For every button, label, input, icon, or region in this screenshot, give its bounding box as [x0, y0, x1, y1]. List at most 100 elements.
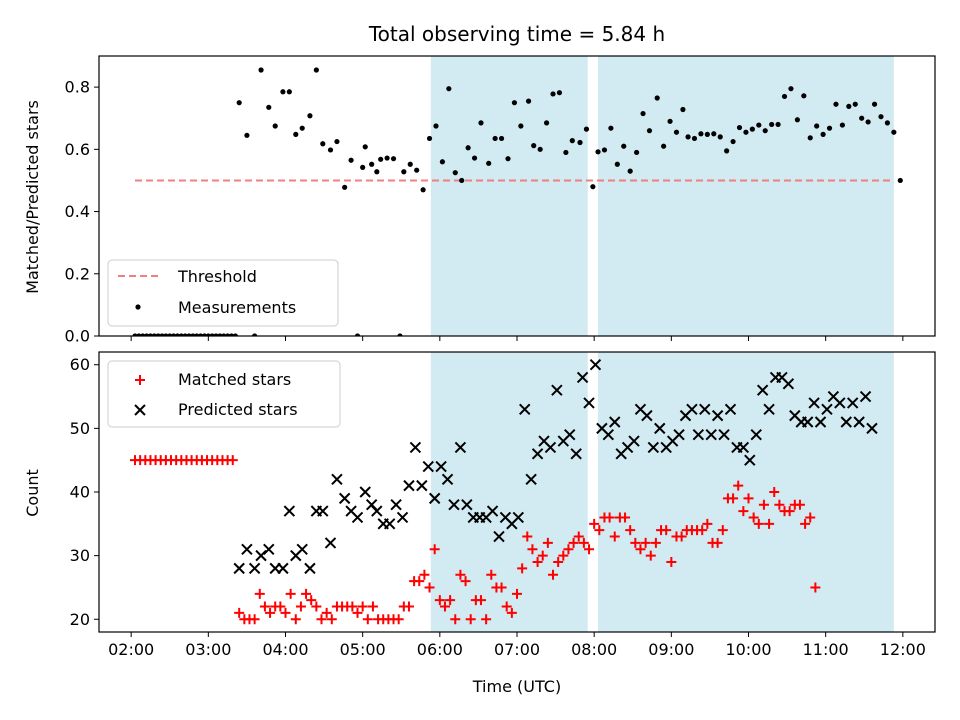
bottom-series-1-point-34	[461, 499, 473, 511]
bottom-series-1-point-95	[853, 416, 865, 428]
top-series-0-point-44	[354, 333, 361, 336]
top-series-0-point-108	[756, 122, 762, 128]
top-series-0-point-21	[213, 333, 219, 336]
bottom-series-0-point-24	[254, 588, 265, 599]
bottom-series-0-point-76	[522, 531, 533, 542]
bottom-series-1-point-87	[801, 416, 814, 428]
bottom-series-1-point-89	[814, 416, 827, 428]
legend-matched-label: Matched stars	[178, 370, 291, 389]
bottom-series-0-point-87	[578, 537, 589, 548]
top-series-0-point-28	[244, 132, 250, 138]
top-series-0-point-67	[492, 135, 498, 142]
bottom-series-0-point-28	[275, 601, 286, 612]
bottom-legend-box	[107, 360, 341, 428]
top-ytick-label-4: 0.8	[65, 78, 90, 97]
bottom-series-0-point-26	[265, 607, 276, 618]
top-series-0-point-61	[452, 170, 458, 176]
bottom-series-0-point-46	[367, 601, 378, 612]
bottom-series-1-point-70	[692, 429, 705, 441]
top-series-0-point-7	[159, 333, 165, 336]
bottom-series-0-point-64	[460, 576, 471, 587]
bottom-series-0-point-113	[712, 537, 723, 548]
top-series-0-point-9	[167, 333, 173, 336]
top-series-0-point-23	[221, 333, 227, 336]
bottom-series-0-point-34	[306, 595, 317, 606]
bottom-series-0	[130, 455, 821, 625]
bottom-series-1-point-94	[846, 397, 859, 409]
bottom-xtick-label-4: 06:00	[417, 640, 463, 659]
top-series-0-point-82	[590, 184, 596, 190]
top-series-0-point-25	[228, 333, 235, 336]
top-series-0-point-116	[807, 135, 813, 141]
top-series-0-point-37	[307, 113, 313, 119]
top-series-0-point-127	[878, 114, 884, 120]
bottom-series-1-point-63	[647, 441, 660, 454]
bottom-shaded-interval-0	[430, 352, 588, 632]
bottom-series-0-point-127	[784, 506, 795, 517]
bottom-series-0-point-123	[764, 518, 775, 529]
top-series-0-point-55	[414, 167, 420, 173]
top-series-0-point-100	[704, 131, 710, 137]
bottom-series-0-point-120	[748, 512, 759, 523]
bottom-xtick-label-1: 03:00	[185, 640, 231, 659]
bottom-series-1-point-4	[263, 543, 275, 555]
bottom-series-1-point-30	[435, 460, 447, 473]
top-series-0-point-17	[198, 333, 204, 336]
top-series-0-point-50	[384, 155, 390, 161]
top-series-0-point-0	[132, 333, 138, 336]
top-series-0-point-86	[614, 161, 620, 167]
top-series-0-point-40	[327, 147, 334, 153]
top-series-0-point-121	[839, 122, 845, 128]
bottom-series-1-point-45	[531, 448, 544, 460]
top-series-0-point-3	[143, 333, 150, 336]
bottom-series-0-point-106	[676, 531, 687, 542]
bottom-series-0-point-104	[666, 557, 677, 567]
chart-title: Total observing time = 5.84 h	[368, 22, 665, 46]
top-ytick-label-3: 0.6	[65, 140, 90, 159]
legend-predicted-swatch	[134, 404, 146, 416]
top-series-0-point-79	[569, 138, 575, 144]
top-series-0-point-71	[518, 123, 524, 129]
top-series-0-point-57	[426, 135, 433, 142]
top-series-0	[132, 67, 903, 336]
bottom-series-0-point-62	[450, 614, 461, 625]
top-series-0-point-107	[749, 126, 755, 132]
bottom-series-1-point-0	[233, 562, 245, 575]
top-series-0-point-87	[621, 143, 627, 149]
top-series-0-point-106	[743, 129, 749, 135]
bottom-series-1-point-9	[296, 543, 308, 555]
top-series-0-point-22	[217, 333, 223, 336]
top-series-0-point-115	[801, 93, 807, 99]
top-series-0-point-109	[762, 128, 768, 134]
top-series-0-point-63	[465, 145, 471, 151]
bottom-series-0-point-79	[537, 550, 548, 561]
bottom-ytick-label-3: 50	[70, 419, 90, 438]
top-series-0-point-56	[420, 187, 426, 193]
bottom-series-0-point-88	[584, 544, 595, 555]
bottom-series-0-point-32	[295, 601, 306, 612]
top-series-0-point-2	[140, 333, 146, 336]
bottom-series-1-point-80	[756, 384, 769, 396]
legend-threshold-label: Threshold	[177, 267, 257, 286]
top-series-0-point-113	[788, 86, 794, 92]
bottom-series-0-point-81	[548, 569, 559, 580]
top-series-0-point-42	[342, 184, 348, 190]
bottom-series-0-point-97	[630, 537, 641, 548]
top-series-0-point-33	[280, 89, 286, 95]
bottom-series-0-point-101	[650, 537, 661, 548]
bottom-xtick-label-7: 09:00	[648, 640, 694, 659]
top-series-0-point-81	[583, 126, 590, 132]
bottom-series-0-point-100	[645, 550, 656, 561]
legend-matched-swatch	[135, 375, 145, 385]
bottom-series-0-point-110	[697, 525, 708, 536]
top-series-0-point-48	[374, 169, 380, 175]
top-series-0-point-8	[163, 333, 169, 336]
top-series-0-point-74	[537, 146, 543, 152]
bottom-series-1-point-14	[331, 473, 343, 485]
top-series-0-point-13	[182, 333, 188, 336]
top-series-0-point-95	[673, 129, 680, 135]
bottom-series-0-point-111	[702, 518, 713, 529]
bottom-series-0-point-23	[249, 614, 260, 625]
top-series-0-point-88	[627, 168, 633, 174]
top-ytick-label-1: 0.2	[65, 264, 90, 283]
